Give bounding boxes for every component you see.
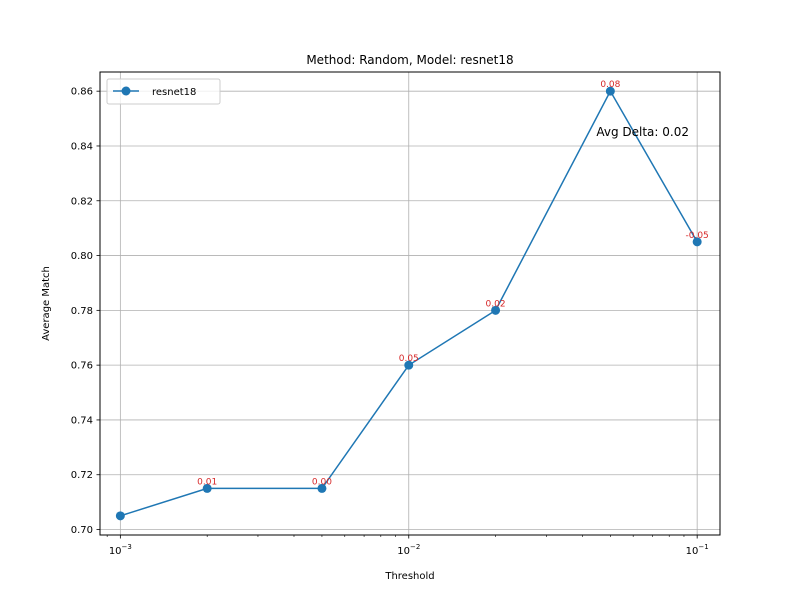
- x-tick-label: 10−2: [397, 543, 420, 557]
- y-tick-label: 0.74: [71, 415, 93, 426]
- data-point: [202, 483, 212, 493]
- y-axis-label: Average Match: [41, 266, 52, 341]
- x-tick-label: 10−3: [109, 543, 132, 557]
- y-tick-label: 0.78: [71, 306, 93, 317]
- delta-label: 0.05: [399, 354, 419, 364]
- delta-label: -0.05: [686, 231, 709, 241]
- y-tick-label: 0.72: [71, 470, 93, 481]
- series-layer: [115, 86, 702, 521]
- plot-frame: [99, 71, 721, 536]
- data-point: [491, 305, 501, 315]
- data-point: [404, 360, 414, 370]
- avg-delta-annotation: Avg Delta: 0.02: [596, 125, 689, 139]
- x-axis-label: Threshold: [384, 571, 434, 582]
- delta-label: 0.00: [312, 477, 332, 487]
- delta-label: 0.01: [197, 477, 217, 487]
- data-point: [115, 511, 125, 521]
- y-tick-label: 0.70: [71, 525, 93, 536]
- delta-label: 0.02: [486, 299, 506, 309]
- data-point: [692, 237, 702, 247]
- y-tick-label: 0.86: [71, 87, 93, 98]
- y-tick-label: 0.76: [71, 361, 93, 372]
- y-tick-label: 0.80: [71, 251, 93, 262]
- legend-label-resnet18: resnet18: [152, 87, 196, 98]
- y-tick-label: 0.82: [71, 196, 93, 207]
- legend-box: [106, 78, 221, 105]
- annotation-layer: 0.01 0.00 0.05 0.02 0.08 -0.05: [197, 80, 709, 487]
- tick-layer: 0.70 0.72 0.74 0.76 0.78 0.80 0.82 0.84 0.86 10−3…: [71, 87, 709, 557]
- chart-title: Method: Random, Model: resnet18: [306, 53, 513, 67]
- delta-label: 0.08: [600, 80, 620, 90]
- x-tick-label: 10−1: [686, 543, 709, 557]
- legend: resnet18: [106, 78, 221, 105]
- legend-marker-swatch: [121, 86, 131, 96]
- data-point: [317, 483, 327, 493]
- y-tick-label: 0.84: [71, 141, 93, 152]
- data-point: [605, 86, 615, 96]
